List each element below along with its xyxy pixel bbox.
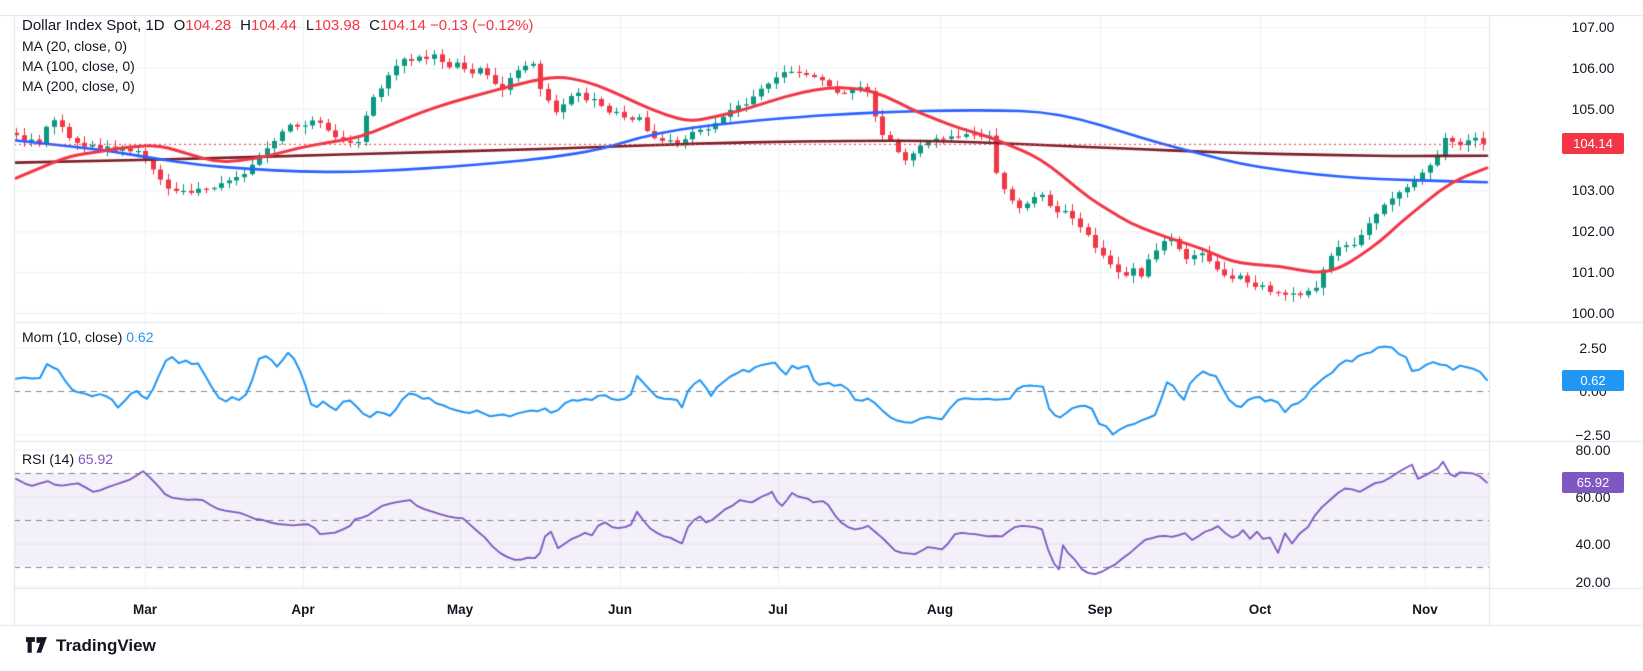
rsi-tick-40.00: 40.00: [1575, 535, 1611, 552]
rsi-tick-80.00: 80.00: [1575, 441, 1611, 458]
rsi-legend-value: 65.92: [78, 451, 114, 467]
open-label: O: [173, 17, 186, 34]
change-value: −0.13 (−0.12%): [430, 17, 534, 34]
mom-legend[interactable]: Mom (10, close) 0.62: [22, 327, 154, 347]
rsi-legend-label: RSI (14): [22, 451, 75, 467]
last-price-label: 104.14: [1562, 133, 1624, 155]
tradingview-mark-icon: [26, 637, 49, 655]
mom-legend-value: 0.62: [126, 329, 154, 345]
ma20-legend[interactable]: MA (20, close, 0): [22, 38, 128, 54]
mom-legend-label: Mom (10, close): [22, 329, 123, 345]
rsi-value-label: 65.92: [1562, 472, 1624, 494]
price-tick-101.00: 101.00: [1571, 264, 1615, 281]
price-tick-106.00: 106.00: [1571, 59, 1615, 76]
high-value: 104.44: [250, 17, 297, 34]
month-label-mar: Mar: [132, 602, 158, 617]
rsi-legend[interactable]: RSI (14) 65.92: [22, 449, 113, 469]
price-tick-100.00: 100.00: [1571, 304, 1615, 321]
month-label-oct: Oct: [1248, 602, 1272, 617]
close-label: C: [369, 17, 380, 34]
price-tick-102.00: 102.00: [1571, 223, 1615, 240]
low-label: L: [305, 17, 315, 34]
mom-value-label: 0.62: [1562, 369, 1624, 391]
price-tick-103.00: 103.00: [1571, 182, 1615, 199]
month-label-aug: Aug: [926, 602, 954, 617]
month-label-may: May: [446, 602, 474, 617]
month-label-jul: Jul: [768, 602, 788, 617]
rsi-tick-20.00: 20.00: [1575, 574, 1611, 590]
month-label-nov: Nov: [1412, 602, 1438, 617]
tradingview-wordmark: TradingView: [56, 636, 156, 655]
low-value: 103.98: [314, 17, 361, 34]
month-label-sep: Sep: [1087, 602, 1113, 617]
month-label-jun: Jun: [607, 602, 633, 617]
main-legend: Dollar Index Spot, 1D O104.28 H104.44 L103.…: [22, 16, 533, 96]
open-value: 104.28: [185, 17, 232, 34]
high-label: H: [240, 17, 251, 34]
ma200-legend[interactable]: MA (200, close, 0): [22, 78, 135, 94]
price-tick-107.00: 107.00: [1571, 19, 1615, 35]
tradingview-logo[interactable]: TradingView: [26, 636, 156, 656]
price-tick-105.00: 105.00: [1571, 100, 1615, 117]
month-label-apr: Apr: [291, 602, 315, 617]
ma100-legend[interactable]: MA (100, close, 0): [22, 58, 135, 74]
mom-tick-2.50: 2.50: [1579, 339, 1607, 356]
mom-tick-−2.50: −2.50: [1575, 426, 1611, 443]
close-value: 104.14: [379, 17, 426, 34]
symbol-title[interactable]: Dollar Index Spot, 1D: [22, 17, 165, 34]
symbol-ohlc-row: Dollar Index Spot, 1D O104.28 H104.44 L103.…: [22, 16, 533, 36]
